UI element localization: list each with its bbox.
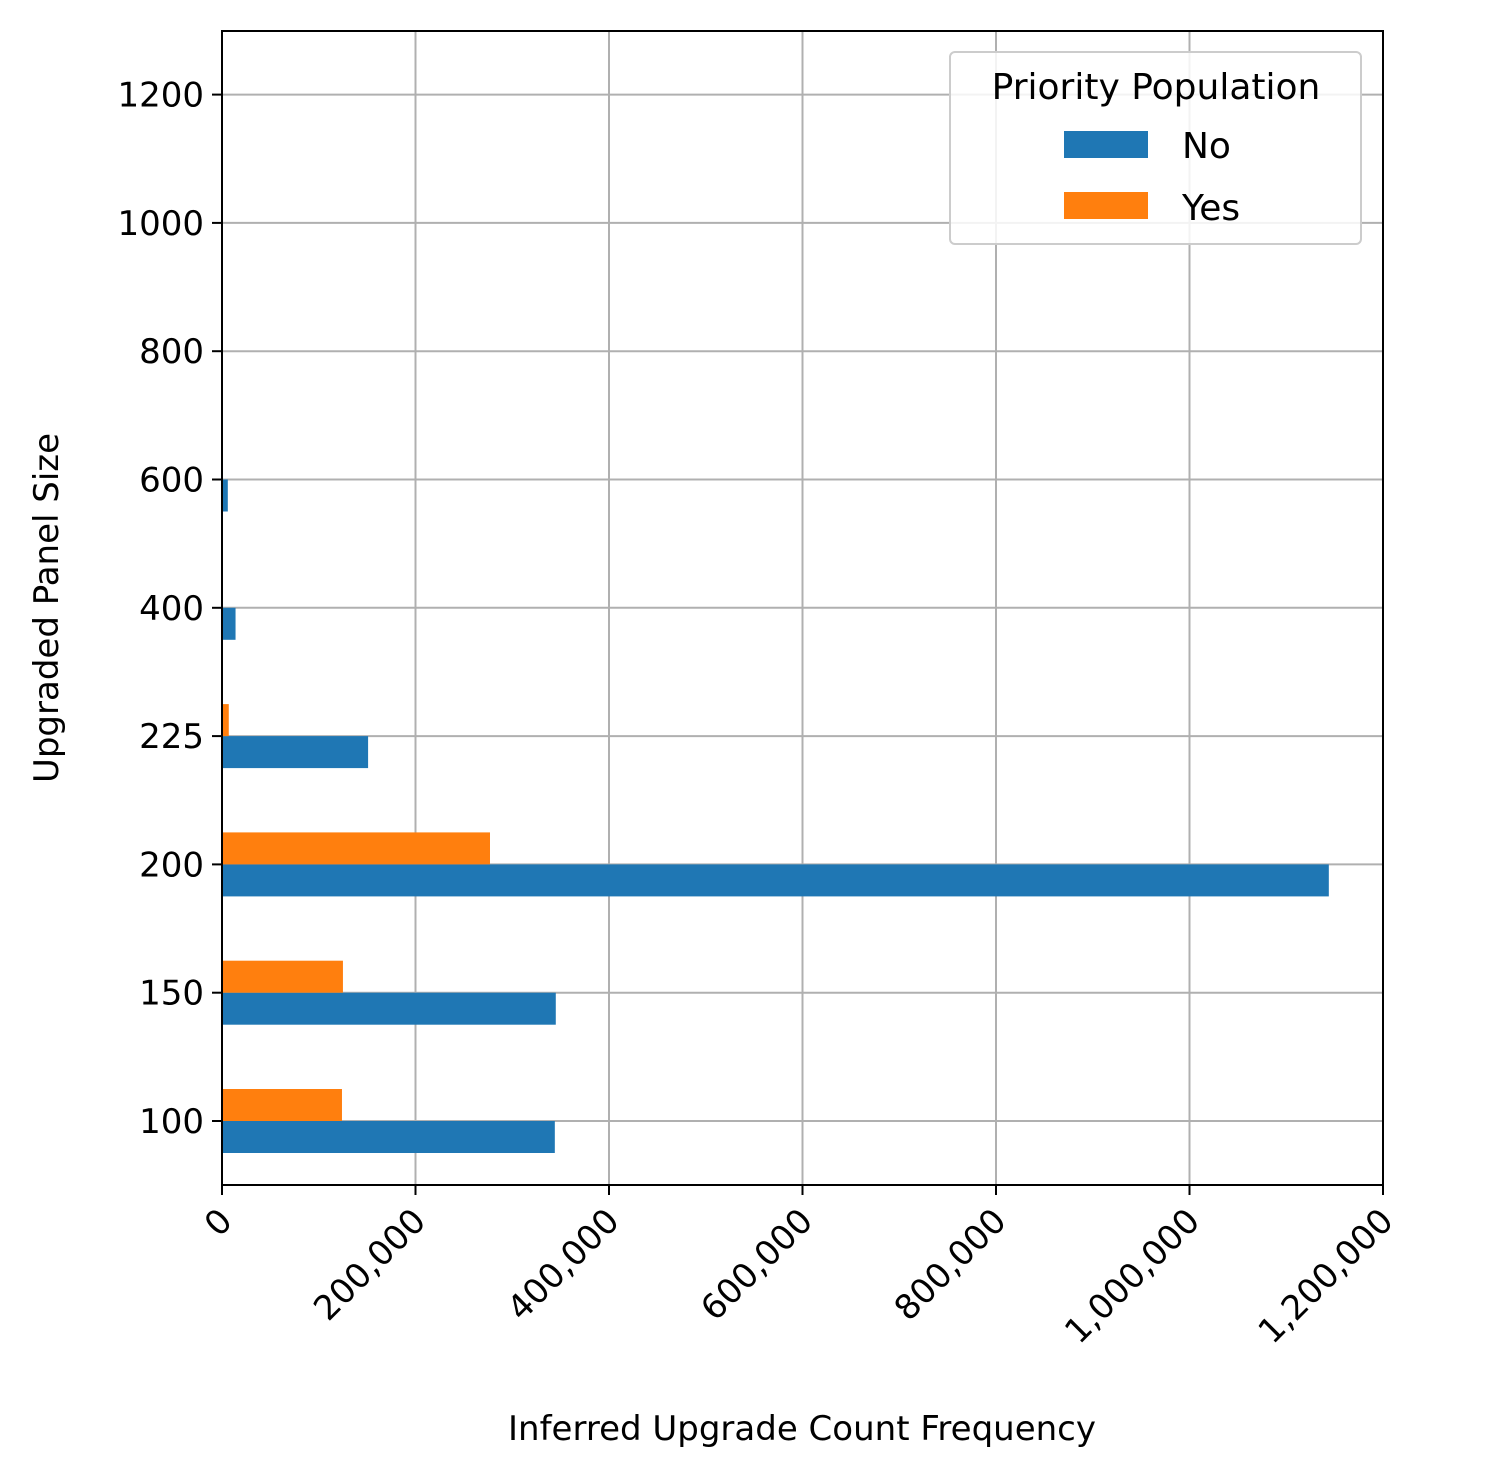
y-tick-label: 800 (139, 332, 204, 372)
y-tick-label: 400 (139, 589, 204, 629)
y-tick-label: 150 (139, 974, 204, 1014)
bar-no-200 (222, 864, 1329, 897)
bar-no-600 (222, 479, 228, 512)
y-tick-label: 1200 (117, 76, 204, 116)
y-tick-label: 200 (139, 845, 204, 885)
legend-label-yes: Yes (1181, 188, 1240, 229)
bar-yes-200 (222, 832, 490, 865)
y-axis-title: Upgraded Panel Size (27, 433, 67, 783)
bar-no-100 (222, 1121, 555, 1153)
y-tick-label: 100 (139, 1102, 204, 1142)
bar-no-225 (222, 736, 369, 769)
bar-yes-150 (222, 960, 343, 993)
y-tick-label: 1000 (117, 204, 204, 244)
legend-label-no: No (1182, 126, 1231, 167)
legend: Priority Population No Yes (949, 51, 1362, 245)
legend-swatch-no (1064, 131, 1148, 158)
bar-no-150 (222, 992, 556, 1025)
bar-yes-100 (222, 1089, 342, 1121)
x-axis-title: Inferred Upgrade Count Frequency (508, 1409, 1096, 1449)
legend-box (949, 51, 1362, 245)
bars (222, 479, 1329, 1153)
bar-no-400 (222, 607, 236, 640)
bar-yes-225 (222, 704, 229, 737)
legend-swatch-yes (1064, 192, 1148, 219)
y-tick-label: 225 (139, 717, 204, 757)
legend-title: Priority Population (992, 67, 1321, 108)
y-tick-label: 600 (139, 461, 204, 501)
